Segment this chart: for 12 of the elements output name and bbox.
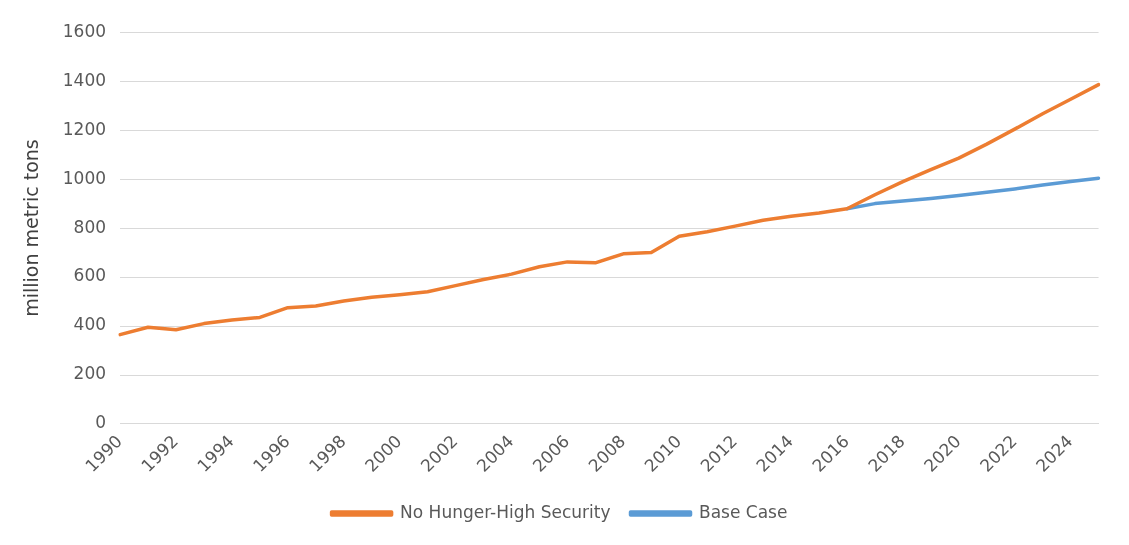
y-tick-label: 200 [73, 363, 107, 384]
y-tick-label: 1000 [62, 167, 107, 188]
y-tick-label: 600 [73, 265, 107, 286]
legend-label: No Hunger-High Security [400, 501, 611, 522]
y-tick-label: 1200 [62, 118, 107, 139]
y-tick-label: 0 [95, 412, 107, 433]
y-tick-label: 1600 [62, 20, 107, 41]
legend-label: Base Case [699, 501, 788, 522]
y-tick-label: 400 [73, 314, 107, 335]
y-tick-label: 800 [73, 216, 107, 237]
y-tick-label: 1400 [62, 69, 107, 90]
y-axis-title: million metric tons [20, 139, 43, 317]
